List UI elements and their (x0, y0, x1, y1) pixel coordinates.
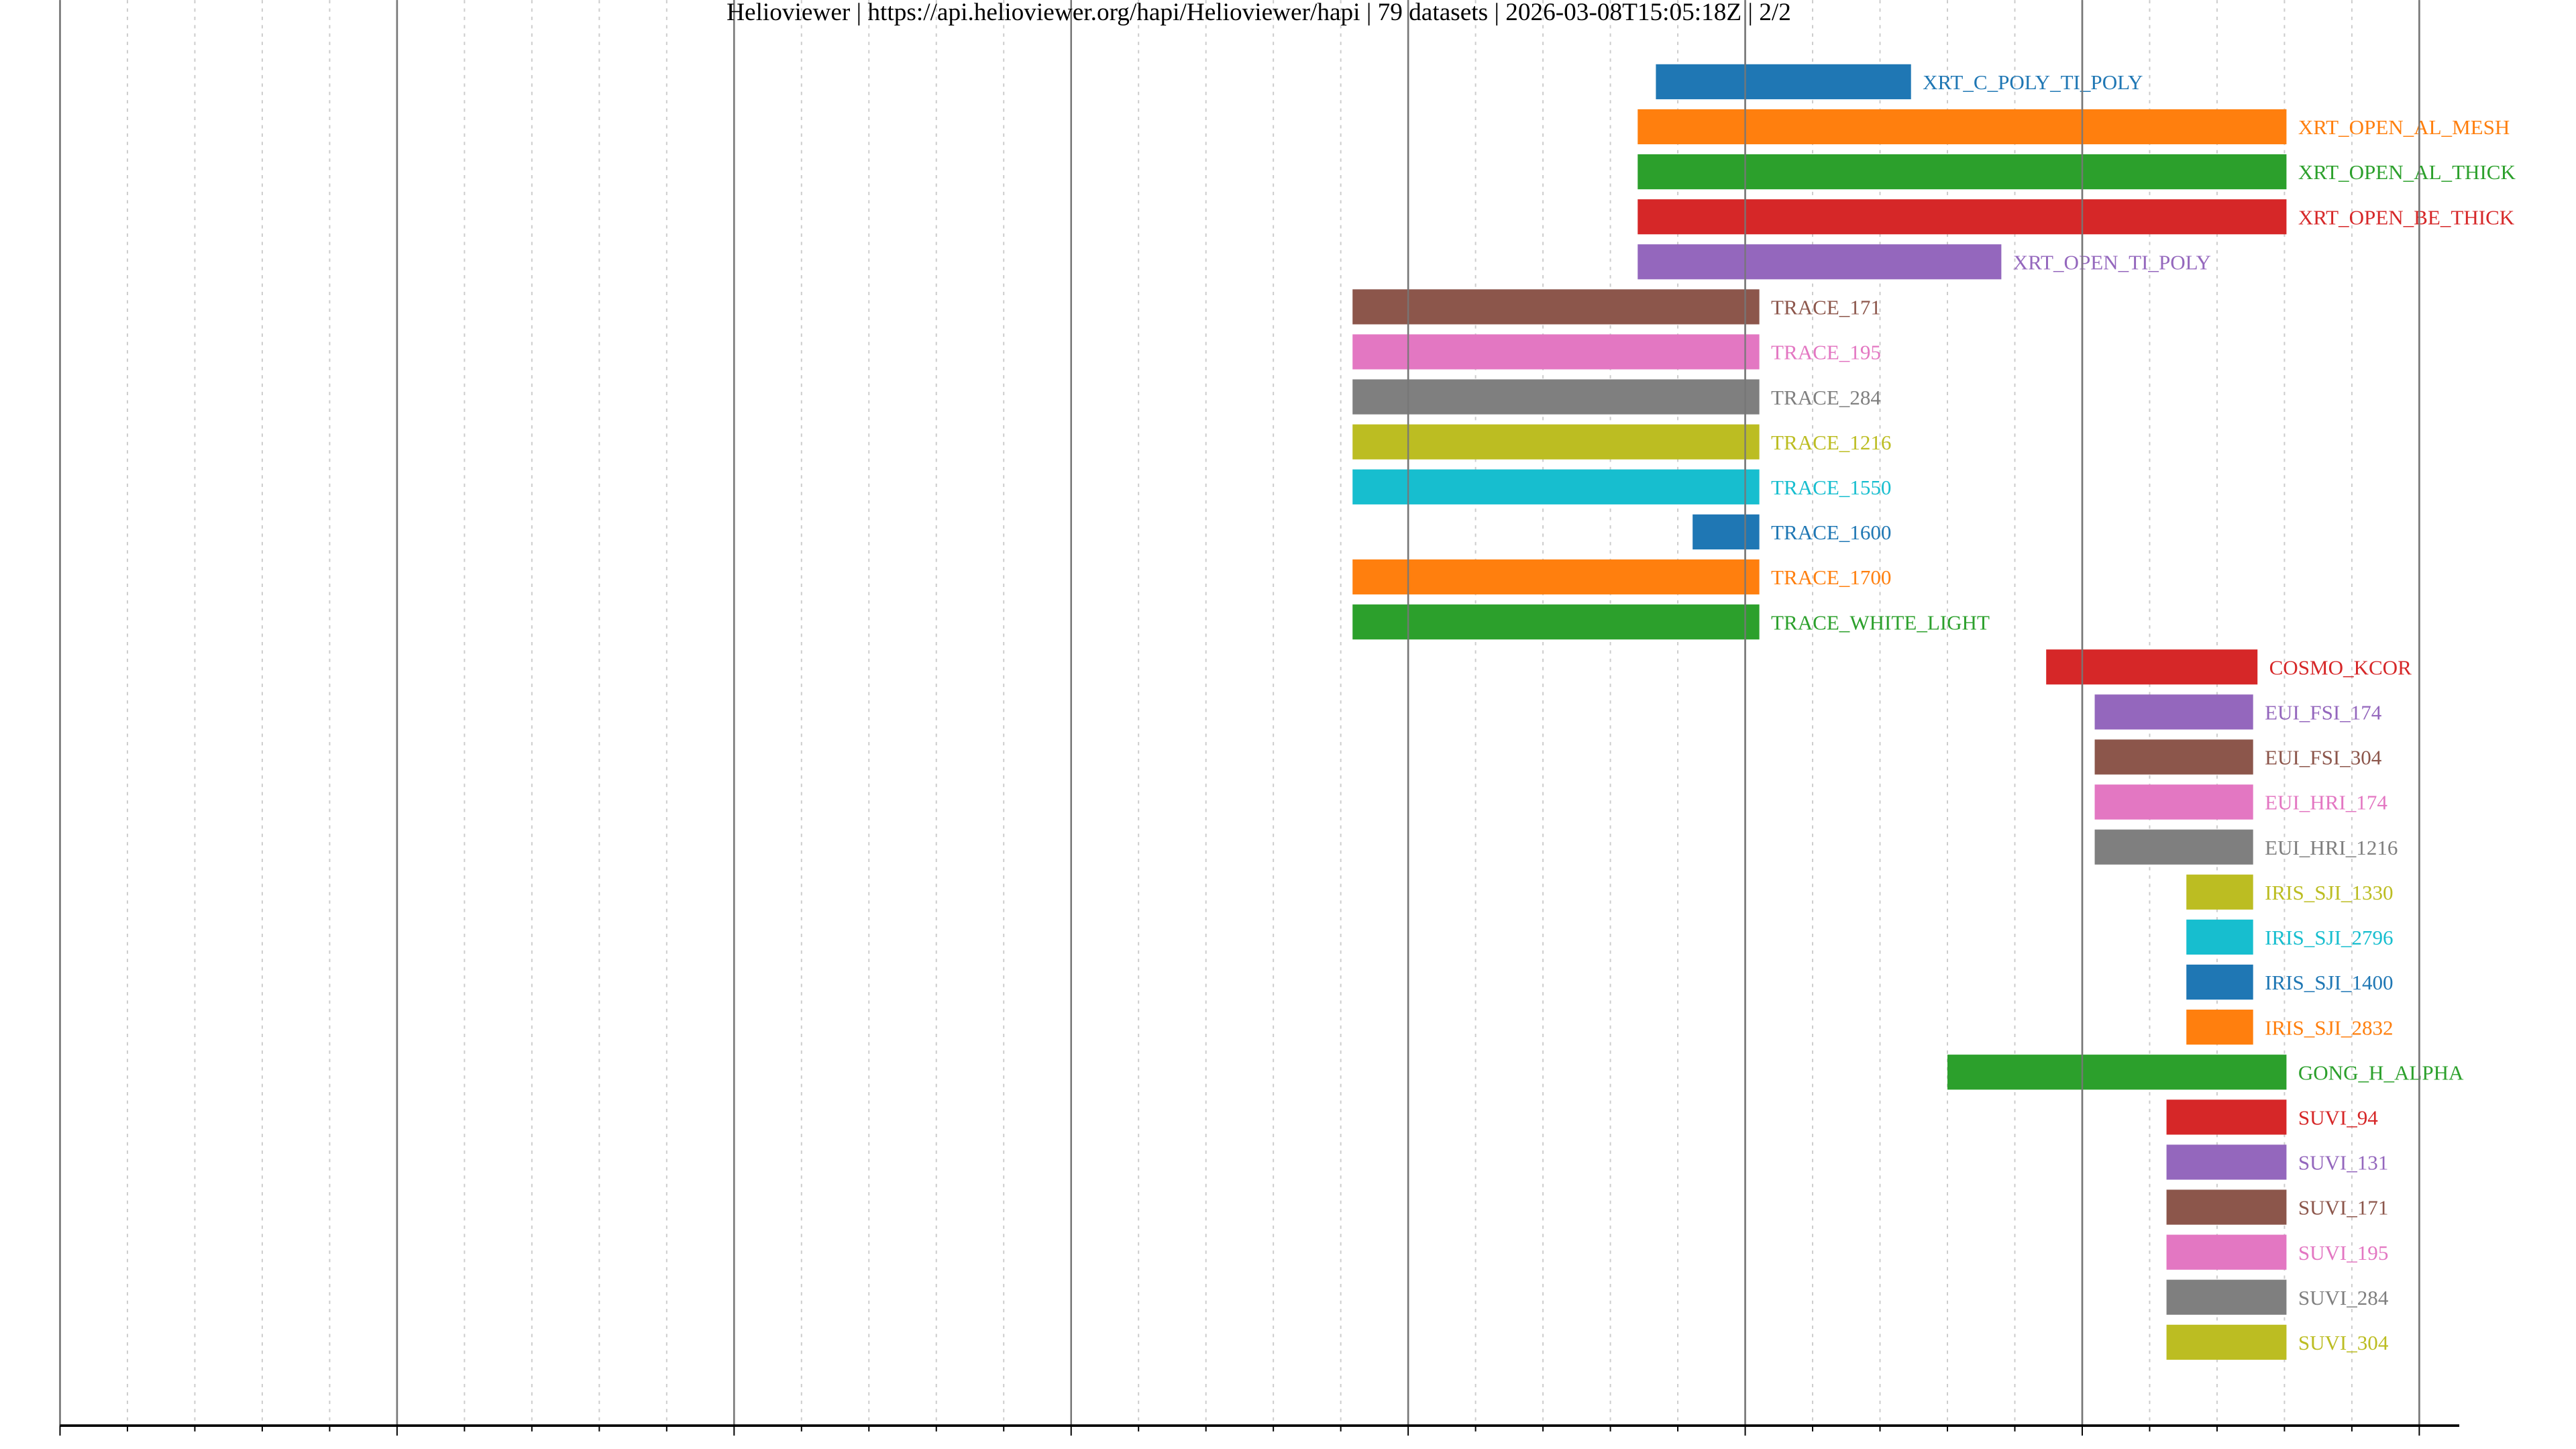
bar-label: SUVI_131 (2298, 1151, 2389, 1175)
bar-label: SUVI_304 (2298, 1331, 2389, 1354)
bar-label: EUI_HRI_174 (2265, 791, 2387, 814)
x-tick-label: 2000 (1387, 1446, 1430, 1449)
bar-suvi-304 (2166, 1324, 2287, 1360)
bar-xrt-open-al-mesh (1638, 109, 2287, 145)
bar-label: IRIS_SJI_1400 (2265, 971, 2393, 994)
bar-trace-171 (1352, 289, 1760, 325)
bar-suvi-131 (2166, 1144, 2287, 1180)
bar-suvi-171 (2166, 1189, 2287, 1225)
x-tick-label: 1990 (1049, 1446, 1093, 1449)
bar-xrt-open-be-thick (1638, 199, 2287, 235)
bar-label: IRIS_SJI_1330 (2265, 881, 2393, 904)
bar-label: TRACE_284 (1771, 386, 1881, 409)
bar-label: TRACE_WHITE_LIGHT (1771, 610, 1990, 634)
bar-iris-sji-1330 (2186, 874, 2253, 910)
bar-xrt-open-al-thick (1638, 154, 2287, 190)
bar-label: SUVI_94 (2298, 1106, 2378, 1130)
bar-trace-1216 (1352, 424, 1760, 460)
bar-xrt-open-ti-poly (1638, 244, 2002, 280)
bar-label: XRT_OPEN_BE_THICK (2298, 205, 2515, 229)
x-tick-label: 1970 (376, 1446, 419, 1449)
x-tick-label: 2010 (1723, 1446, 1767, 1449)
bar-eui-fsi-174 (2094, 694, 2253, 730)
bar-eui-fsi-304 (2094, 739, 2253, 775)
bar-trace-195 (1352, 334, 1760, 370)
bar-label: COSMO_KCOR (2269, 655, 2412, 679)
bar-label: XRT_OPEN_AL_THICK (2298, 160, 2516, 184)
bar-label: EUI_FSI_174 (2265, 701, 2382, 724)
bar-label: EUI_FSI_304 (2265, 746, 2382, 769)
bars: XRT_C_POLY_TI_POLY XRT_OPEN_AL_MESH XRT_OP… (1352, 64, 2516, 1360)
bar-label: EUI_HRI_1216 (2265, 836, 2398, 859)
x-tick-label: 2030 (2398, 1446, 2441, 1449)
bar-cosmo-kcor (2046, 649, 2258, 685)
bar-suvi-94 (2166, 1099, 2287, 1135)
bar-label: XRT_C_POLY_TI_POLY (1923, 70, 2143, 94)
x-tick-label: 1960 (38, 1446, 82, 1449)
bar-iris-sji-2796 (2186, 919, 2253, 955)
bar-label: TRACE_1600 (1771, 521, 1891, 544)
chart-title: Helioviewer | https://api.helioviewer.or… (727, 0, 1791, 26)
x-tick-label: 1980 (712, 1446, 756, 1449)
x-tick-label: 2020 (2061, 1446, 2104, 1449)
bar-xrt-c-poly-ti-poly (1656, 64, 1911, 99)
bar-gong-h-alpha (1947, 1055, 2287, 1090)
bar-label: IRIS_SJI_2796 (2265, 926, 2393, 949)
bar-trace-1700 (1352, 559, 1760, 595)
bar-label: TRACE_171 (1771, 296, 1881, 319)
bar-label: TRACE_195 (1771, 341, 1881, 364)
bar-label: SUVI_195 (2298, 1241, 2389, 1265)
bar-eui-hri-1216 (2094, 829, 2253, 865)
bar-label: GONG_H_ALPHA (2298, 1061, 2464, 1084)
bar-suvi-195 (2166, 1234, 2287, 1270)
bar-label: IRIS_SJI_2832 (2265, 1016, 2393, 1039)
bar-label: XRT_OPEN_TI_POLY (2013, 250, 2211, 274)
bar-suvi-284 (2166, 1279, 2287, 1315)
bar-label: TRACE_1550 (1771, 476, 1891, 499)
bar-iris-sji-1400 (2186, 964, 2253, 1000)
bar-label: XRT_OPEN_AL_MESH (2298, 115, 2510, 139)
bar-trace-white-light (1352, 604, 1760, 640)
x-axis: 1960 1970 1980 1990 2000 2010 2020 2030 (38, 0, 2460, 1449)
bar-label: SUVI_171 (2298, 1196, 2389, 1220)
bar-iris-sji-2832 (2186, 1010, 2253, 1045)
bar-trace-284 (1352, 379, 1760, 415)
bar-label: SUVI_284 (2298, 1286, 2389, 1309)
bar-label: TRACE_1700 (1771, 566, 1891, 589)
bar-label: TRACE_1216 (1771, 431, 1891, 454)
bar-trace-1550 (1352, 469, 1760, 504)
bar-trace-1600 (1693, 514, 1760, 550)
bar-eui-hri-174 (2094, 784, 2253, 820)
